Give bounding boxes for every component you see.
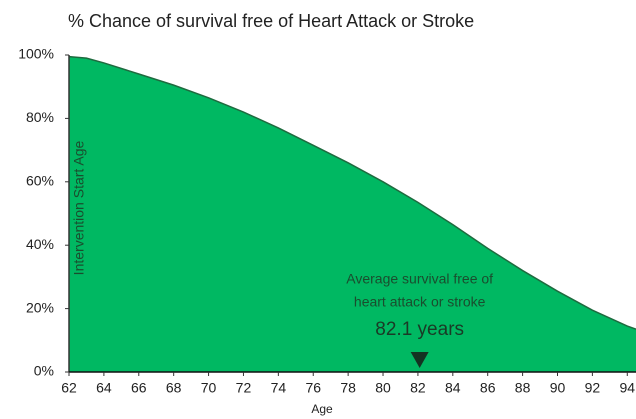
y-tick-label: 40%	[26, 236, 54, 252]
x-tick-label: 82	[410, 380, 426, 396]
annotation-label: 82.1 years	[375, 319, 464, 340]
vertical-label: Intervention Start Age	[71, 140, 87, 275]
y-tick-label: 100%	[18, 46, 54, 62]
area-line	[68, 55, 636, 330]
x-tick-label: 92	[585, 380, 601, 396]
chart-title: % Chance of survival free of Heart Attac…	[68, 11, 474, 31]
y-tick-label: 60%	[26, 173, 54, 189]
y-tick-label: 0%	[34, 363, 54, 379]
x-tick-label: 74	[271, 380, 287, 396]
x-tick-label: 80	[375, 380, 391, 396]
x-tick-label: 66	[131, 380, 147, 396]
x-tick-label: 72	[236, 380, 252, 396]
x-tick-label: 86	[480, 380, 496, 396]
x-tick-label: 94	[619, 380, 635, 396]
x-tick-label: 64	[96, 380, 112, 396]
annotation-text: heart attack or stroke	[354, 294, 486, 310]
annotation-marker	[410, 352, 429, 368]
y-tick-label: 80%	[26, 109, 54, 125]
x-axis-label: Age	[311, 402, 333, 416]
x-tick-label: 78	[340, 380, 356, 396]
x-tick-label: 76	[305, 380, 321, 396]
area	[69, 56, 636, 373]
x-tick-label: 84	[445, 380, 461, 396]
x-tick-label: 62	[61, 380, 77, 396]
x-tick-label: 70	[201, 380, 217, 396]
y-tick-label: 20%	[26, 299, 54, 315]
annotation-text: Average survival free of	[346, 271, 493, 287]
x-tick-label: 90	[550, 380, 566, 396]
x-tick-label: 68	[166, 380, 182, 396]
x-tick-label: 88	[515, 380, 531, 396]
